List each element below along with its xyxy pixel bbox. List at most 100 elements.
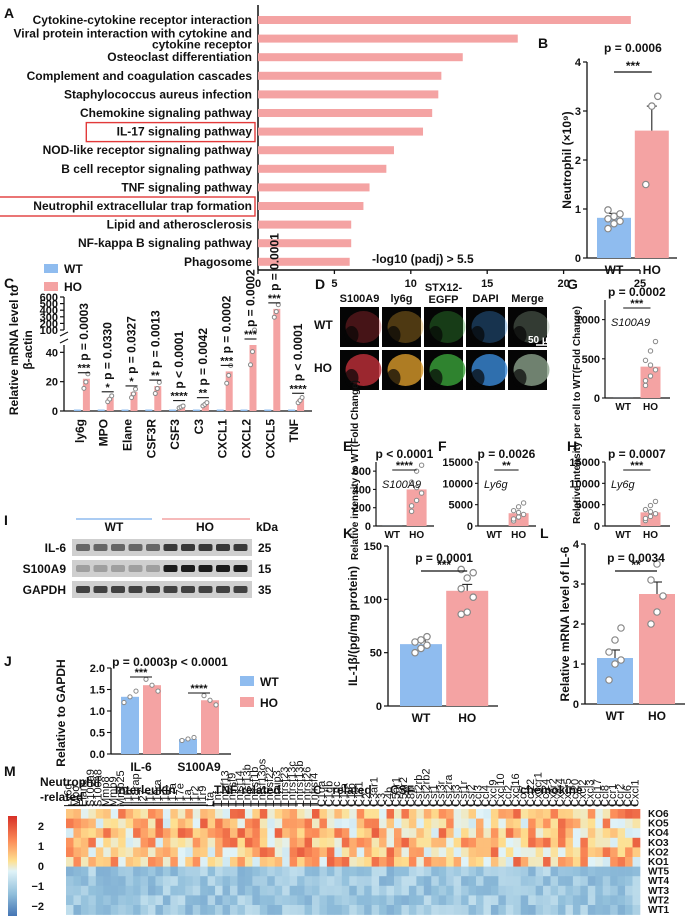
heatmap-cell bbox=[513, 876, 522, 887]
bar-wt bbox=[121, 409, 129, 411]
heatmap-cell bbox=[416, 885, 425, 896]
heatmap-cell bbox=[185, 876, 194, 887]
heatmap-cell bbox=[133, 828, 141, 839]
x-category-label: Elane bbox=[121, 419, 135, 451]
heatmap-cell bbox=[505, 847, 514, 858]
heatmap-cell bbox=[431, 809, 440, 819]
heatmap-cell bbox=[88, 809, 97, 819]
heatmap-cell bbox=[625, 905, 633, 915]
data-point bbox=[647, 513, 654, 520]
data-point bbox=[641, 180, 650, 189]
heatmap-cell bbox=[118, 847, 126, 858]
y-tick-label: 10000 bbox=[442, 478, 473, 490]
gene-label: Tnfrsf26 bbox=[301, 767, 313, 807]
heatmap-cell bbox=[565, 895, 574, 906]
data-point bbox=[616, 217, 624, 226]
blot-strip bbox=[72, 560, 252, 577]
heatmap-cell bbox=[162, 885, 171, 896]
heatmap-cell bbox=[192, 857, 201, 867]
heatmap-cell bbox=[326, 857, 335, 867]
heatmap-cell bbox=[572, 876, 581, 887]
heatmap-cell bbox=[88, 876, 97, 887]
heatmap-cell bbox=[386, 885, 395, 896]
data-point bbox=[417, 644, 425, 653]
category-label: Cytokine-cytokine receptor interaction bbox=[33, 13, 252, 27]
data-point bbox=[510, 507, 517, 514]
heatmap-cell bbox=[200, 885, 208, 896]
heatmap-cell bbox=[192, 905, 201, 915]
heatmap-cell bbox=[602, 857, 611, 867]
heatmap-cell bbox=[565, 828, 574, 839]
data-point bbox=[647, 362, 654, 368]
heatmap-cell bbox=[349, 857, 358, 867]
heatmap-cell bbox=[386, 876, 395, 887]
heatmap-cell bbox=[543, 837, 551, 848]
heatmap-cell bbox=[386, 818, 395, 829]
heatmap-cell bbox=[140, 828, 149, 839]
data-point bbox=[652, 498, 659, 505]
heatmap-cell bbox=[88, 895, 97, 906]
heatmap-cell bbox=[461, 866, 469, 877]
data-point bbox=[647, 508, 654, 515]
heatmap-cell bbox=[222, 837, 231, 848]
heatmap-cell bbox=[498, 895, 507, 906]
gene-label: C5ar2 bbox=[398, 777, 410, 807]
heatmap-cell bbox=[80, 809, 89, 819]
heatmap-cell bbox=[356, 818, 365, 829]
y-tick-label: 1.0 bbox=[90, 706, 105, 718]
heatmap-cell bbox=[468, 809, 477, 819]
blot-band bbox=[128, 565, 143, 572]
heatmap-cell bbox=[416, 866, 425, 877]
heatmap-cell bbox=[80, 818, 89, 829]
panel-k-il1b-chart: 0 50 100 150 WT HO ***p = 0.0001 IL-1β/(pg/mg p… bbox=[346, 541, 498, 725]
gene-label: Mmp25 bbox=[115, 770, 127, 807]
heatmap-cell bbox=[312, 885, 320, 896]
heatmap-cell bbox=[110, 837, 119, 848]
heatmap-cell bbox=[80, 847, 89, 858]
heatmap-cell bbox=[252, 828, 261, 839]
heatmap-cell bbox=[185, 828, 194, 839]
blot-band bbox=[216, 586, 230, 593]
y-tick-label: 300 bbox=[40, 312, 58, 324]
category-label: Staphylococcus aureus infection bbox=[64, 87, 252, 101]
data-point bbox=[133, 688, 139, 694]
heatmap-cell bbox=[558, 895, 566, 906]
gene-label: C1qa bbox=[316, 780, 328, 807]
heatmap-cell bbox=[505, 905, 514, 915]
data-point bbox=[413, 484, 420, 491]
heatmap-cell bbox=[550, 837, 559, 848]
gene-label: Il17a bbox=[167, 782, 179, 807]
y-tick-label: 3 bbox=[575, 106, 581, 118]
heatmap-cell bbox=[215, 818, 223, 829]
heatmap-cell bbox=[200, 809, 208, 819]
heatmap-cell bbox=[103, 876, 112, 887]
p-value: p = 0.0330 bbox=[101, 322, 115, 380]
blot-band bbox=[163, 544, 178, 551]
gene-label: S100A9 bbox=[611, 317, 650, 329]
gene-label: Cxcl1 bbox=[629, 779, 641, 807]
heatmap-cell bbox=[319, 847, 328, 858]
heatmap-cell bbox=[177, 837, 186, 848]
heatmap-cell bbox=[133, 857, 141, 867]
heatmap-cell bbox=[244, 857, 253, 867]
panel-letter-m: M bbox=[4, 763, 16, 779]
heatmap-cell bbox=[580, 818, 589, 829]
heatmap-cell bbox=[185, 866, 194, 877]
heatmap-cell bbox=[118, 828, 126, 839]
heatmap-cell bbox=[140, 905, 149, 915]
heatmap-cell bbox=[558, 866, 566, 877]
heatmap-cell bbox=[185, 857, 194, 867]
gene-label: Il18rap bbox=[130, 773, 142, 807]
bar-wt bbox=[121, 696, 139, 754]
heatmap-cell bbox=[125, 828, 134, 839]
x-category-label: C3 bbox=[192, 419, 206, 435]
heatmap-cell bbox=[133, 847, 141, 858]
heatmap-cell bbox=[423, 828, 432, 839]
gene-label: Tnfaip3 bbox=[271, 770, 283, 807]
heatmap-cell bbox=[602, 847, 611, 858]
heatmap-cell bbox=[162, 837, 171, 848]
heatmap-cell bbox=[423, 895, 432, 906]
heatmap-cell bbox=[334, 885, 343, 896]
bar-ho bbox=[446, 590, 489, 706]
heatmap-cell bbox=[625, 828, 633, 839]
